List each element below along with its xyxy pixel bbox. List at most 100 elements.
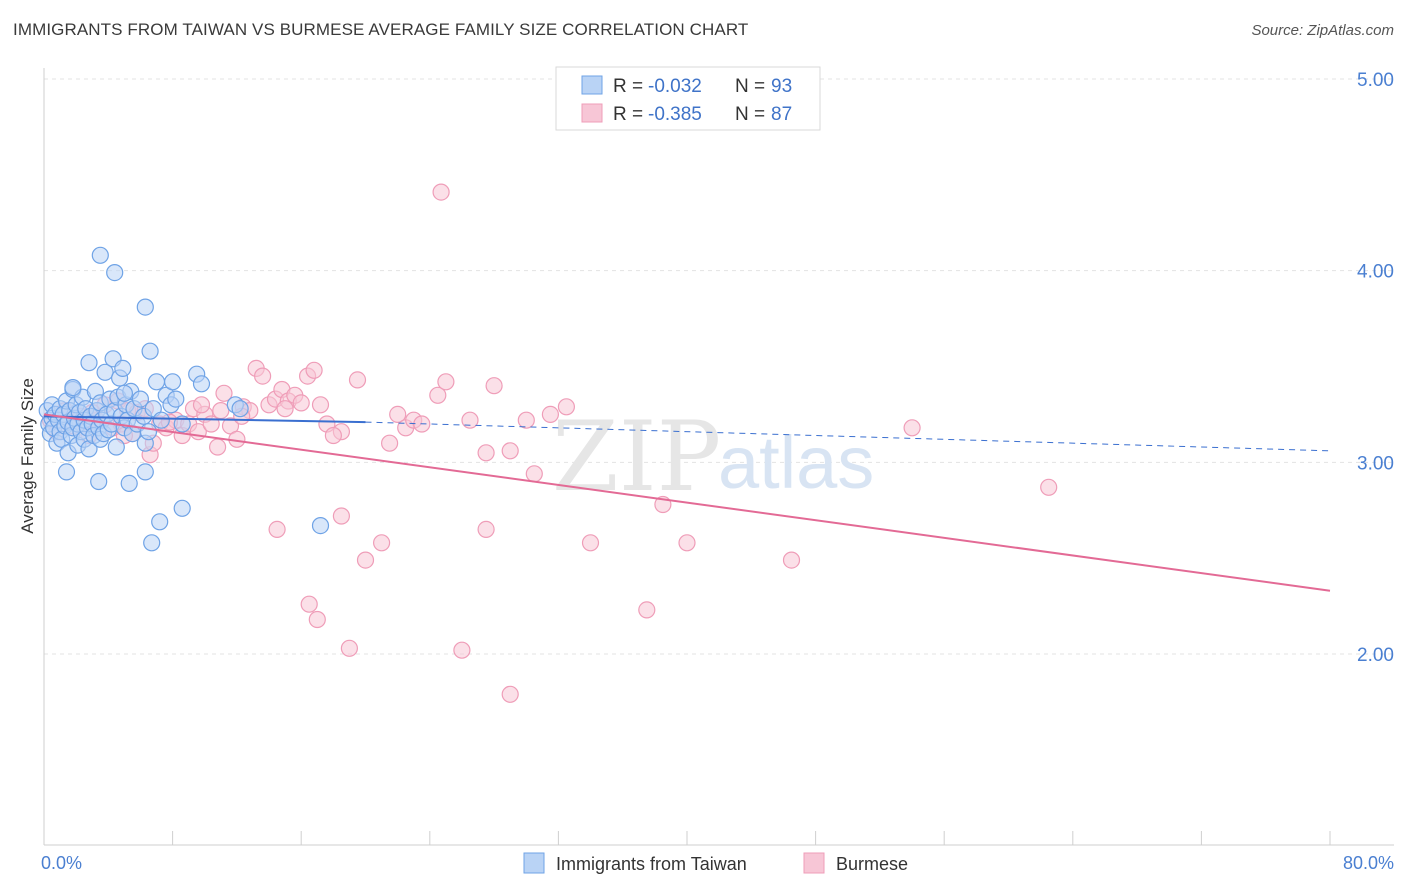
- burmese-point: [373, 534, 391, 552]
- legend-r-label: R =: [613, 104, 643, 125]
- bottom-legend-swatch-burmese: [803, 852, 825, 874]
- burmese-point: [501, 685, 519, 703]
- taiwan-point: [64, 379, 82, 397]
- burmese-point: [268, 520, 286, 539]
- burmese-point: [332, 507, 350, 525]
- watermark: ZIP atlas: [552, 401, 874, 513]
- burmese-point: [305, 361, 323, 379]
- burmese-point: [517, 411, 535, 429]
- burmese-point: [477, 520, 495, 539]
- burmese-point: [581, 534, 600, 552]
- bottom-legend-label-burmese: Burmese: [836, 854, 908, 874]
- burmese-point: [311, 396, 330, 414]
- watermark-zip: ZIP: [552, 401, 721, 513]
- burmese-point: [782, 551, 801, 569]
- burmese-point: [1040, 478, 1058, 496]
- burmese-point: [453, 641, 471, 659]
- legend-n-label: N =: [735, 104, 765, 125]
- taiwan-point: [80, 354, 98, 372]
- taiwan-point: [136, 298, 154, 316]
- taiwan-point: [231, 400, 249, 418]
- taiwan-point: [91, 246, 109, 264]
- legend-n-label: N =: [735, 76, 765, 97]
- burmese-point: [192, 396, 211, 414]
- taiwan-point: [173, 415, 191, 433]
- legend-r-label: R =: [613, 76, 643, 97]
- legend-r-value-burmese: -0.385: [648, 104, 702, 125]
- burmese-point: [429, 386, 447, 404]
- taiwan-point: [152, 411, 170, 429]
- trend-line-taiwan-solid: [43, 415, 366, 424]
- taiwan-point: [120, 474, 138, 492]
- taiwan-point: [131, 390, 149, 408]
- burmese-point: [437, 373, 455, 391]
- y-tick-label: 3.00: [1357, 453, 1394, 474]
- legend-swatch-burmese: [581, 103, 603, 123]
- burmese-point: [525, 465, 543, 483]
- series-taiwan-points: [38, 246, 330, 552]
- bottom-legend: Immigrants from Taiwan Burmese: [523, 852, 908, 874]
- burmese-point: [638, 601, 656, 619]
- taiwan-point: [90, 472, 108, 491]
- taiwan-point: [141, 342, 159, 360]
- legend-r-value-taiwan: -0.032: [648, 76, 702, 97]
- source-credit: Source: ZipAtlas.com: [1251, 22, 1394, 39]
- y-axis-label: Average Family Size: [18, 378, 37, 534]
- x-tick-label-min: 0.0%: [41, 853, 82, 873]
- burmese-point: [254, 367, 272, 385]
- taiwan-point: [192, 375, 211, 393]
- burmese-point: [212, 402, 230, 420]
- taiwan-point: [173, 499, 191, 517]
- burmese-point: [308, 610, 326, 629]
- taiwan-point: [139, 423, 158, 441]
- taiwan-point: [57, 463, 76, 481]
- taiwan-point: [106, 264, 124, 282]
- burmese-point: [348, 371, 367, 389]
- burmese-point: [477, 444, 495, 462]
- series-burmese-points: [41, 183, 1058, 703]
- x-tick-label-max: 80.0%: [1343, 853, 1394, 873]
- axes: [43, 68, 1394, 846]
- burmese-point: [678, 534, 696, 552]
- legend-n-value-burmese: 87: [771, 104, 792, 125]
- burmese-point: [209, 438, 227, 456]
- burmese-point: [432, 183, 450, 201]
- burmese-point: [324, 426, 342, 445]
- burmese-point: [501, 442, 519, 460]
- chart-title: IMMIGRANTS FROM TAIWAN VS BURMESE AVERAG…: [13, 20, 749, 39]
- top-legend: R = -0.032 N = 93 R = -0.385 N = 87: [555, 66, 821, 131]
- y-tick-label: 2.00: [1357, 645, 1394, 666]
- burmese-point: [541, 405, 560, 423]
- taiwan-point: [107, 438, 125, 456]
- taiwan-point: [151, 513, 169, 531]
- burmese-point: [300, 595, 318, 613]
- taiwan-point: [147, 373, 166, 391]
- taiwan-point: [167, 390, 185, 408]
- taiwan-point: [143, 534, 161, 552]
- y-tick-label: 4.00: [1357, 262, 1394, 283]
- burmese-point: [461, 411, 479, 429]
- burmese-point: [356, 551, 375, 569]
- burmese-point: [276, 400, 294, 418]
- y-tick-label: 5.00: [1357, 70, 1394, 91]
- taiwan-point: [164, 373, 182, 391]
- burmese-point: [340, 639, 358, 657]
- burmese-point: [389, 405, 407, 423]
- trend-line-burmese: [43, 413, 1331, 592]
- burmese-point: [381, 434, 399, 452]
- taiwan-point: [115, 384, 134, 402]
- burmese-point: [292, 394, 310, 412]
- bottom-legend-label-taiwan: Immigrants from Taiwan: [556, 854, 747, 874]
- gridlines: [44, 78, 1394, 655]
- legend-swatch-taiwan: [581, 75, 603, 95]
- trend-line-taiwan-dashed: [365, 421, 1331, 452]
- taiwan-point: [96, 363, 114, 381]
- taiwan-point: [114, 359, 132, 377]
- trend-lines: [43, 413, 1331, 592]
- burmese-point: [215, 384, 233, 402]
- x-ticks: [43, 831, 1331, 845]
- burmese-point: [485, 377, 503, 395]
- bottom-legend-swatch-taiwan: [523, 852, 545, 874]
- y-tick-labels: 2.00 3.00 4.00 5.00: [1357, 70, 1394, 666]
